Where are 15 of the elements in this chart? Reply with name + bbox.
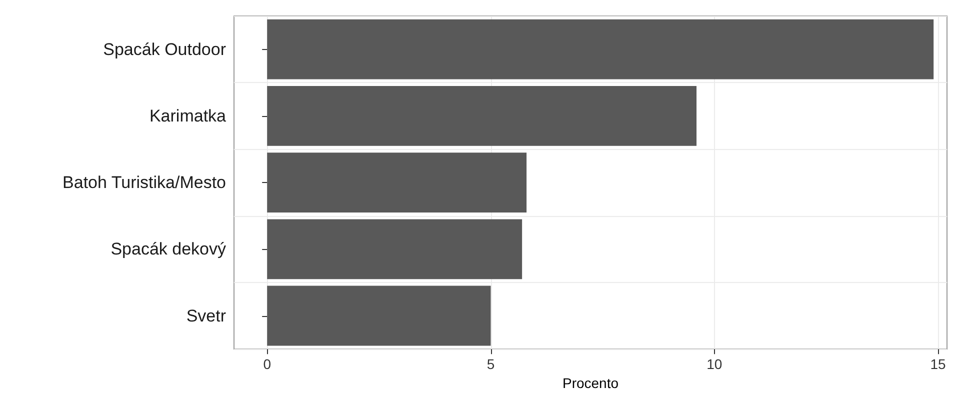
x-axis-title: Procento: [562, 375, 619, 391]
bar: [267, 19, 934, 80]
x-tick-label: 5: [486, 356, 495, 372]
bar: [267, 219, 522, 280]
y-tick-label: Svetr: [186, 306, 226, 326]
y-tick-label: Batoh Turistika/Mesto: [62, 173, 226, 192]
x-tick-label: 10: [706, 356, 722, 372]
x-tick-label: 0: [263, 356, 272, 372]
y-tick-label: Karimatka: [149, 106, 227, 126]
x-tick-label: 15: [930, 356, 946, 372]
y-tick-label: Spacák dekový: [110, 240, 226, 259]
bar: [267, 286, 491, 346]
bar: [267, 86, 697, 146]
y-tick-label: Spacák Outdoor: [103, 40, 226, 59]
bar: [267, 152, 527, 213]
